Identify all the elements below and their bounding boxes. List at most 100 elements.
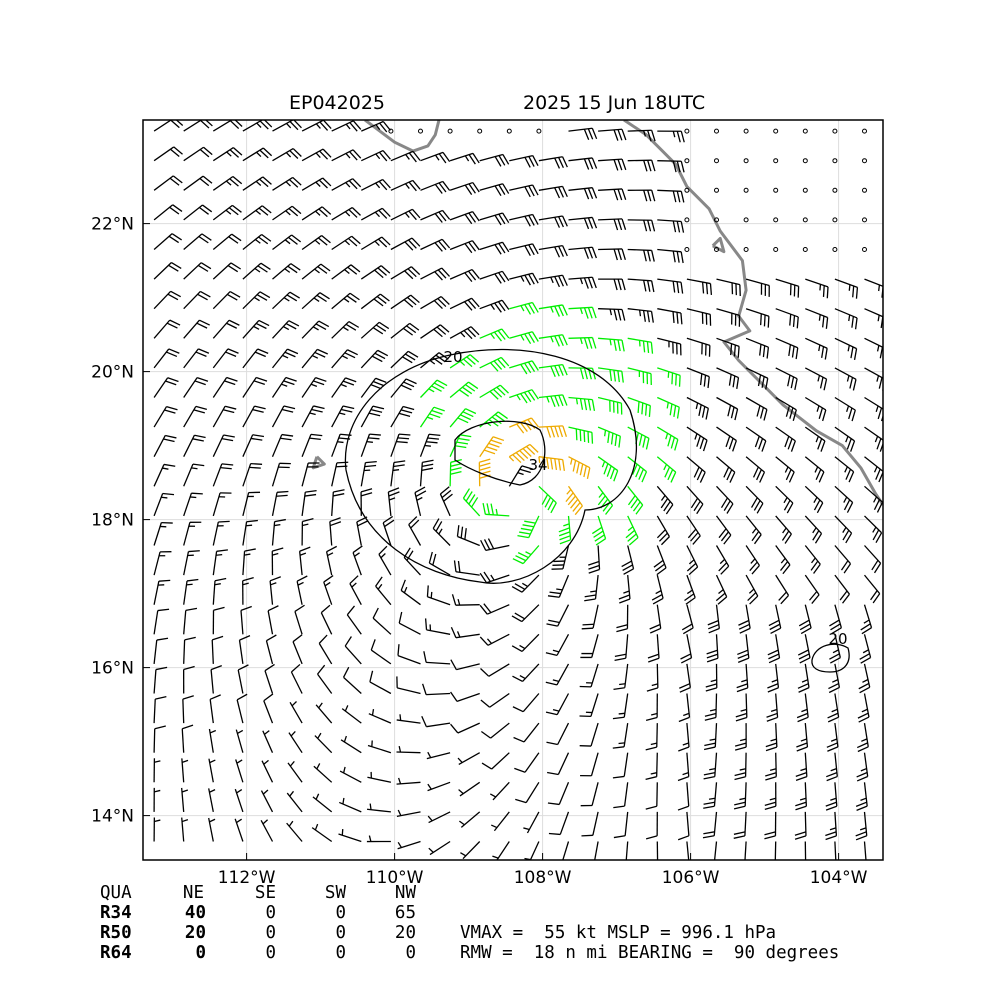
calm-dot [862,217,867,223]
barb-flag [513,736,525,743]
wind-barb [378,545,392,576]
calm-dot [773,217,779,223]
barb-flag [492,436,505,442]
barb-staff [390,150,414,162]
barb-flag [272,547,284,552]
barb-flag [749,561,758,572]
barb-half-flag [245,524,253,527]
barb-flag [164,409,176,414]
barb-half-flag [770,708,778,713]
barb-flag [665,504,674,515]
barb-flag [822,285,825,297]
wind-barb [212,549,228,576]
barb-half-flag [739,797,746,801]
wind-barb [645,811,658,840]
wind-barb [834,426,856,452]
barb-staff [598,158,623,162]
calm-dot [802,247,808,252]
wind-barb [657,337,682,356]
barb-half-flag [342,797,345,805]
barb-flag [816,502,824,514]
barb-half-flag [288,820,294,827]
barb-half-flag [181,818,189,823]
barb-staff [805,337,828,349]
wind-barb [153,175,183,191]
barb-flag [520,364,528,375]
barb-flag [439,324,450,333]
barb-flag [785,405,791,417]
wind-barb [677,752,690,782]
barb-flag [309,437,321,441]
barb-flag [434,183,443,194]
barb-staff [686,841,690,860]
barb-flag [859,653,870,660]
barb-staff [489,692,510,708]
barb-staff [598,248,623,251]
barb-flag [464,214,473,225]
barb-flag [676,407,680,419]
wind-barb [264,663,275,694]
barb-flag [808,591,818,601]
wind-barb [825,782,838,811]
barb-flag [646,310,650,323]
barb-flag [733,831,746,835]
barb-flag [628,537,639,546]
wind-barb [301,320,330,339]
barb-flag [512,558,524,565]
barb-flag [718,562,728,572]
wind-barb [805,308,829,329]
barb-flag [480,730,491,739]
barb-half-flag [801,708,808,713]
barb-half-flag [550,276,554,284]
barb-flag [360,488,373,493]
wind-barb [627,456,648,483]
barb-staff [491,752,510,770]
barb-flag [438,153,447,164]
barb-flag [680,653,692,660]
barb-half-flag [862,649,869,654]
barb-flag [582,865,593,866]
wind-barb [341,705,362,724]
wind-barb [716,337,740,358]
wind-barb [863,574,881,604]
wind-barb [331,405,355,428]
calm-dot [477,128,483,134]
wind-barb [733,782,747,810]
barb-half-flag [341,355,348,360]
barb-half-flag [375,182,381,189]
barb-staff [864,278,883,287]
barb-flag [240,605,252,611]
barb-half-flag [709,708,717,712]
wind-barb [859,634,872,664]
barb-flag [642,340,646,353]
wind-barb [269,576,281,605]
barb-half-flag [860,797,867,801]
barb-half-flag [815,436,819,443]
barb-flag [764,865,775,868]
wind-barb [546,722,570,746]
wind-barb [390,179,421,192]
barb-flag [450,723,459,734]
contour-label: 34 [528,456,547,474]
barb-flag [347,237,358,247]
wind-barb [479,411,508,428]
wind-barb [212,577,227,605]
barb-flag [583,337,589,349]
wind-barb [775,485,794,514]
barb-half-flag [650,712,658,716]
barb-flag [315,323,327,330]
barb-staff [592,811,599,836]
barb-flag [606,465,612,477]
barb-staff [236,699,244,724]
barb-flag [548,832,561,836]
barb-half-flag [314,268,320,274]
barb-flag [364,464,377,468]
barb-flag [554,395,560,407]
barb-staff [528,515,540,538]
calm-dot [743,158,749,164]
barb-staff [864,485,883,503]
barb-flag [655,563,665,572]
wind-barb [829,634,841,664]
coastline-segment [623,120,883,506]
barb-half-flag [800,768,807,772]
